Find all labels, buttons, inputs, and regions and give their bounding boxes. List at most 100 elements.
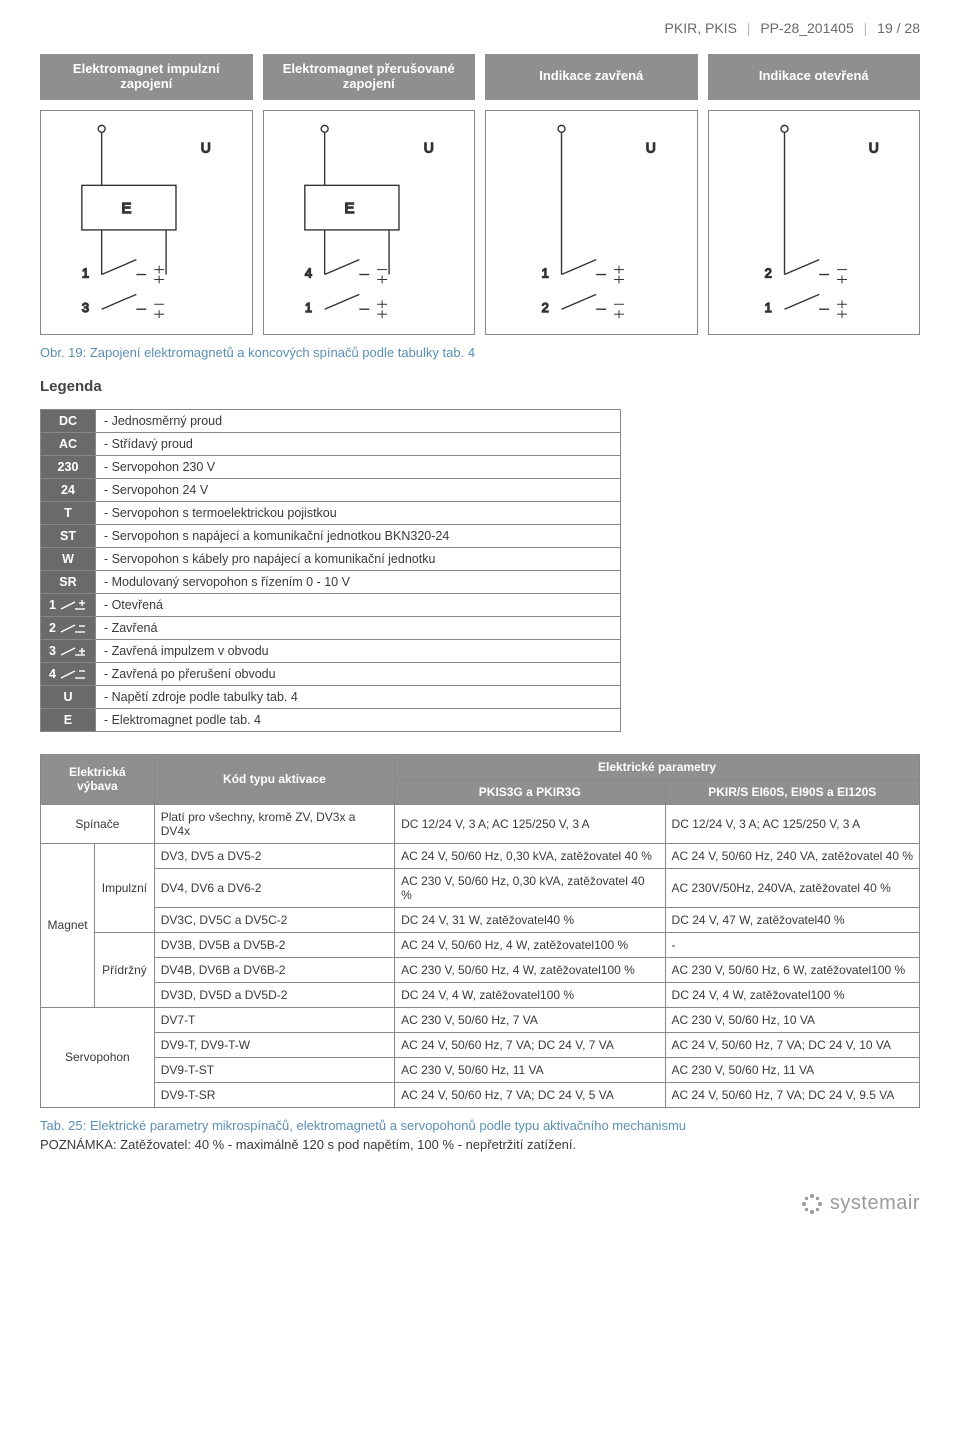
- cell: AC 24 V, 50/60 Hz, 4 W, zatěžovatel100 %: [395, 932, 665, 957]
- legend-desc: - Servopohon s napájecí a komunikační je…: [95, 524, 620, 547]
- diagram-intermittent: U E 4 1: [263, 110, 476, 335]
- legend-key-symbol: 2: [41, 616, 96, 639]
- col-head: Elektromagnet impulzní zapojení: [40, 54, 253, 100]
- legend-key: E: [41, 708, 96, 731]
- cell: DV7-T: [154, 1007, 394, 1032]
- cell: AC 230 V, 50/60 Hz, 7 VA: [395, 1007, 665, 1032]
- legend-desc: - Modulovaný servopohon s řízením 0 - 10…: [95, 570, 620, 593]
- page-header: PKIR, PKIS | PP-28_201405 | 19 / 28: [40, 20, 920, 36]
- legend-table: DC- Jednosměrný proudAC- Střídavý proud2…: [40, 409, 621, 732]
- svg-text:1: 1: [764, 300, 771, 315]
- cell: AC 24 V, 50/60 Hz, 7 VA; DC 24 V, 10 VA: [665, 1032, 919, 1057]
- cell: DV3D, DV5D a DV5D-2: [154, 982, 394, 1007]
- cell: DC 24 V, 4 W, zatěžovatel100 %: [395, 982, 665, 1007]
- svg-text:E: E: [344, 201, 354, 217]
- legend-desc: - Zavřená: [95, 616, 620, 639]
- cell: AC 230 V, 50/60 Hz, 11 VA: [665, 1057, 919, 1082]
- svg-text:U: U: [201, 140, 211, 156]
- legend-key: W: [41, 547, 96, 570]
- header-left: PKIR, PKIS: [665, 20, 737, 36]
- cell: AC 230 V, 50/60 Hz, 6 W, zatěžovatel100 …: [665, 957, 919, 982]
- legend-desc: - Servopohon s kábely pro napájecí a kom…: [95, 547, 620, 570]
- legend-key: T: [41, 501, 96, 524]
- th-pkir: PKIR/S EI60S, EI90S a EI120S: [665, 779, 919, 804]
- th-kod: Kód typu aktivace: [154, 754, 394, 804]
- cell: AC 24 V, 50/60 Hz, 0,30 kVA, zatěžovatel…: [395, 843, 665, 868]
- cell: DC 24 V, 47 W, zatěžovatel40 %: [665, 907, 919, 932]
- parameters-table: Elektrická výbava Kód typu aktivace Elek…: [40, 754, 920, 1108]
- diagram-open-indicator: U 2 1: [708, 110, 921, 335]
- legend-desc: - Servopohon 24 V: [95, 478, 620, 501]
- cell: DV9-T, DV9-T-W: [154, 1032, 394, 1057]
- legend-desc: - Zavřená po přerušení obvodu: [95, 662, 620, 685]
- cell: DV4B, DV6B a DV6B-2: [154, 957, 394, 982]
- cell: AC 24 V, 50/60 Hz, 7 VA; DC 24 V, 5 VA: [395, 1082, 665, 1107]
- figure-caption: Obr. 19: Zapojení elektromagnetů a konco…: [40, 345, 920, 360]
- header-divider: |: [864, 20, 868, 36]
- legend-key: SR: [41, 570, 96, 593]
- svg-text:1: 1: [304, 300, 311, 315]
- legend-title: Legenda: [40, 378, 920, 395]
- table-caption: Tab. 25: Elektrické parametry mikrospína…: [40, 1118, 920, 1133]
- svg-text:U: U: [423, 140, 433, 156]
- legend-key-symbol: 4: [41, 662, 96, 685]
- row-spinace-c4: DC 12/24 V, 3 A; AC 125/250 V, 3 A: [665, 804, 919, 843]
- legend-key-symbol: 3: [41, 639, 96, 662]
- header-divider: |: [747, 20, 751, 36]
- footer: systemair: [40, 1192, 920, 1216]
- legend-key: ST: [41, 524, 96, 547]
- row-spinace-c2: Platí pro všechny, kromě ZV, DV3x a DV4x: [154, 804, 394, 843]
- legend-key: U: [41, 685, 96, 708]
- column-heads-row: Elektromagnet impulzní zapojení Elektrom…: [40, 54, 920, 100]
- cell: AC 230 V, 50/60 Hz, 4 W, zatěžovatel100 …: [395, 957, 665, 982]
- svg-text:2: 2: [542, 300, 549, 315]
- svg-text:1: 1: [542, 265, 549, 280]
- svg-text:3: 3: [82, 300, 89, 315]
- cell: DC 24 V, 4 W, zatěžovatel100 %: [665, 982, 919, 1007]
- cell: AC 230 V, 50/60 Hz, 11 VA: [395, 1057, 665, 1082]
- cell: AC 24 V, 50/60 Hz, 7 VA; DC 24 V, 9.5 VA: [665, 1082, 919, 1107]
- diagram-closed-indicator: U 1 2: [485, 110, 698, 335]
- legend-desc: - Servopohon 230 V: [95, 455, 620, 478]
- col-head: Indikace zavřená: [485, 54, 698, 100]
- th-group: Elektrické parametry: [395, 754, 920, 779]
- legend-key: AC: [41, 432, 96, 455]
- svg-text:U: U: [646, 140, 656, 156]
- legend-desc: - Střídavý proud: [95, 432, 620, 455]
- legend-desc: - Servopohon s termoelektrickou pojistko…: [95, 501, 620, 524]
- cell: DV3B, DV5B a DV5B-2: [154, 932, 394, 957]
- cell: -: [665, 932, 919, 957]
- cell: AC 230 V, 50/60 Hz, 10 VA: [665, 1007, 919, 1032]
- footer-text: systemair: [830, 1192, 920, 1215]
- col-head: Elektromagnet přerušované zapojení: [263, 54, 476, 100]
- row-spinace-label: Spínače: [41, 804, 155, 843]
- legend-key: DC: [41, 409, 96, 432]
- diagram-impulse: U E 1 3: [40, 110, 253, 335]
- cell: DV9-T-SR: [154, 1082, 394, 1107]
- servo-label: Servopohon: [41, 1007, 155, 1107]
- svg-text:1: 1: [82, 265, 89, 280]
- legend-desc: - Jednosměrný proud: [95, 409, 620, 432]
- impulz-label: Impulzní: [95, 843, 155, 932]
- legend-desc: - Otevřená: [95, 593, 620, 616]
- cell: AC 24 V, 50/60 Hz, 7 VA; DC 24 V, 7 VA: [395, 1032, 665, 1057]
- magnet-label: Magnet: [41, 843, 95, 1007]
- legend-desc: - Elektromagnet podle tab. 4: [95, 708, 620, 731]
- cell: DC 24 V, 31 W, zatěžovatel40 %: [395, 907, 665, 932]
- header-mid: PP-28_201405: [760, 20, 853, 36]
- legend-key: 24: [41, 478, 96, 501]
- legend-key: 230: [41, 455, 96, 478]
- pridrz-label: Přídržný: [95, 932, 155, 1007]
- cell: DV3, DV5 a DV5-2: [154, 843, 394, 868]
- cell: DV9-T-ST: [154, 1057, 394, 1082]
- note: POZNÁMKA: Zatěžovatel: 40 % - maximálně …: [40, 1137, 920, 1152]
- legend-desc: - Zavřená impulzem v obvodu: [95, 639, 620, 662]
- cell: DV4, DV6 a DV6-2: [154, 868, 394, 907]
- diagram-row: U E 1 3: [40, 110, 920, 335]
- cell: AC 230V/50Hz, 240VA, zatěžovatel 40 %: [665, 868, 919, 907]
- th-pkis: PKIS3G a PKIR3G: [395, 779, 665, 804]
- cell: AC 24 V, 50/60 Hz, 240 VA, zatěžovatel 4…: [665, 843, 919, 868]
- svg-text:E: E: [121, 201, 131, 217]
- svg-text:U: U: [868, 140, 878, 156]
- systemair-logo-icon: [800, 1192, 824, 1216]
